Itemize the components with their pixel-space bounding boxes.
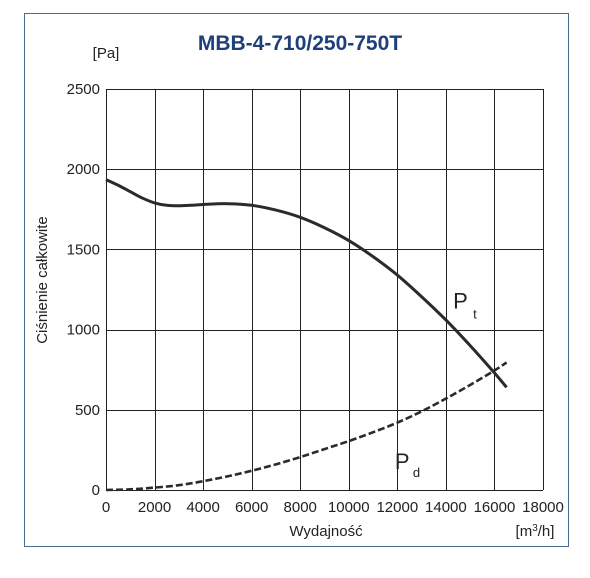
series-line-pd	[105, 361, 508, 492]
x-tick-label: 0	[102, 499, 110, 516]
series-label-main: P	[395, 449, 410, 474]
series-label-main: P	[453, 289, 468, 314]
x-tick-label: 6000	[235, 499, 268, 516]
series-label-sub: d	[413, 465, 420, 480]
outer-border	[24, 13, 569, 547]
y-tick-label: 2500	[67, 81, 100, 98]
series-line-pt	[105, 178, 508, 389]
y-tick-label: 1000	[67, 322, 100, 339]
y-unit-label: [Pa]	[93, 45, 120, 62]
y-tick-label: 500	[75, 402, 100, 419]
x-tick-label: 12000	[376, 499, 418, 516]
series-labels: PtP d	[395, 289, 477, 480]
y-tick-label: 1500	[67, 241, 100, 258]
series-label-pt: Pt	[453, 289, 477, 322]
x-axis-label: Wydajność	[289, 523, 363, 540]
x-tick-labels: 0 2000 4000 6000 8000 10000 12000 14000 16000 180…	[102, 499, 564, 516]
x-unit-label: [m3/h]	[516, 523, 555, 541]
x-tick-label: 4000	[186, 499, 219, 516]
x-tick-label: 8000	[284, 499, 317, 516]
x-unit-superscript: 3	[532, 523, 538, 534]
chart-title: MBB-4-710/250-750T	[198, 32, 402, 55]
y-tick-label: 0	[92, 482, 100, 499]
x-tick-label: 10000	[328, 499, 370, 516]
series-layer	[105, 178, 508, 492]
y-axis-label: Ciśnienie całkowite	[34, 216, 51, 344]
y-tick-labels: 0 500 1000 1500 2000 2500	[67, 81, 100, 499]
x-tick-label: 16000	[474, 499, 516, 516]
x-tick-label: 18000	[522, 499, 564, 516]
grid	[106, 89, 544, 491]
y-tick-label: 2000	[67, 161, 100, 178]
series-label-sub: t	[473, 307, 477, 322]
x-tick-label: 14000	[425, 499, 467, 516]
x-tick-label: 2000	[138, 499, 171, 516]
